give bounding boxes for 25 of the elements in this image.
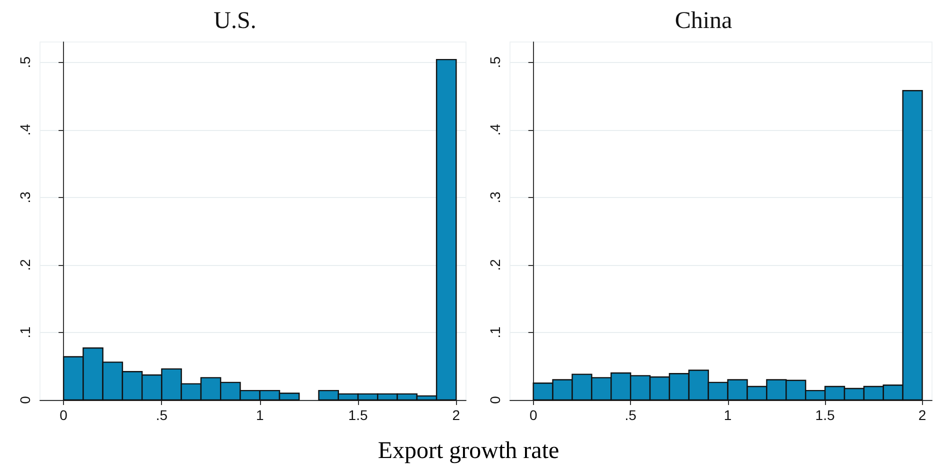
y-tick-label: .2: [487, 258, 503, 271]
x-tick-label: 2: [918, 407, 926, 423]
x-tick-label: 1.5: [348, 407, 368, 423]
y-tick-label: .1: [17, 326, 33, 338]
x-axis-title: Export growth rate: [376, 438, 560, 465]
y-tick-label: .3: [17, 191, 33, 204]
y-tick-label: .2: [17, 258, 33, 271]
y-tick-label: .3: [487, 191, 503, 204]
x-tick-label: 0: [529, 407, 538, 423]
y-tick-label: .4: [487, 124, 503, 136]
x-tick-label: 1: [256, 407, 264, 423]
x-tick-label: 1.5: [815, 407, 835, 423]
y-tick-label: .5: [487, 56, 503, 68]
x-tick-label: .5: [624, 407, 637, 423]
x-tick-label: 1: [724, 407, 732, 423]
x-tick-label: 2: [452, 407, 460, 423]
x-tick-label: 0: [60, 407, 68, 423]
y-tick-label: .1: [487, 326, 503, 338]
chart-title: China: [674, 8, 733, 34]
y-tick-label: 0: [17, 396, 33, 404]
x-tick-label: .5: [156, 407, 168, 423]
y-tick-label: .4: [17, 124, 33, 136]
y-tick-label: .5: [17, 56, 33, 68]
chart-title: U.S.: [214, 8, 256, 34]
y-tick-label: 0: [487, 396, 503, 404]
